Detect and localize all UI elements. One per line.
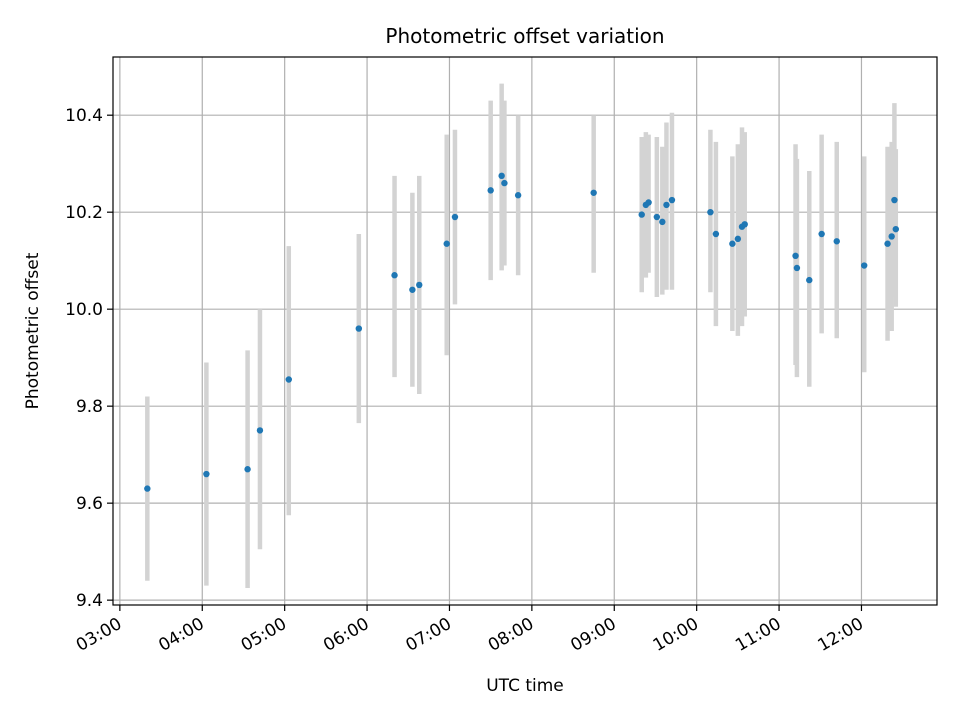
data-point: [244, 466, 251, 473]
grid: [113, 57, 937, 605]
data-point: [663, 201, 670, 209]
data-point: [355, 325, 363, 332]
data-point: [451, 213, 459, 221]
data-point: [792, 252, 799, 260]
data-point: [729, 240, 736, 247]
y-tick-label: 10.2: [65, 203, 103, 223]
data-point: [416, 281, 423, 289]
chart-title: Photometric offset variation: [385, 24, 664, 48]
data-point: [861, 262, 868, 269]
data-point: [501, 179, 508, 187]
data-point: [653, 213, 661, 221]
y-tick-label: 10.4: [65, 106, 103, 126]
plot-frame: [112, 56, 938, 606]
data-point: [884, 240, 891, 247]
data-point: [203, 470, 210, 478]
data-point: [892, 225, 899, 233]
data-point: [668, 196, 676, 204]
data-point: [741, 221, 748, 228]
data-point: [818, 230, 825, 238]
y-tick-label: 10.0: [65, 300, 103, 320]
data-point: [712, 230, 720, 238]
data-point: [443, 240, 450, 247]
data-point: [590, 189, 597, 196]
data-point: [659, 218, 666, 226]
data-point: [256, 427, 264, 434]
data-point: [285, 376, 292, 383]
data-point: [734, 235, 742, 243]
data-point: [806, 276, 813, 284]
data-points: [144, 172, 899, 492]
data-point: [645, 199, 652, 206]
y-axis-label: Photometric offset: [23, 252, 43, 409]
y-tick-label: 9.8: [76, 397, 103, 417]
data-point: [391, 272, 398, 279]
x-axis-label: UTC time: [486, 676, 564, 696]
data-point: [409, 286, 416, 293]
data-point: [487, 187, 494, 194]
data-point: [498, 172, 505, 180]
y-tick-label: 9.6: [76, 494, 103, 514]
data-point: [707, 208, 714, 216]
data-point: [793, 264, 801, 272]
data-point: [638, 211, 645, 218]
y-tick-label: 9.4: [76, 591, 103, 611]
data-point: [833, 238, 840, 245]
data-point: [888, 233, 895, 240]
data-point: [891, 196, 898, 204]
data-point: [144, 485, 151, 492]
data-point: [514, 192, 522, 199]
